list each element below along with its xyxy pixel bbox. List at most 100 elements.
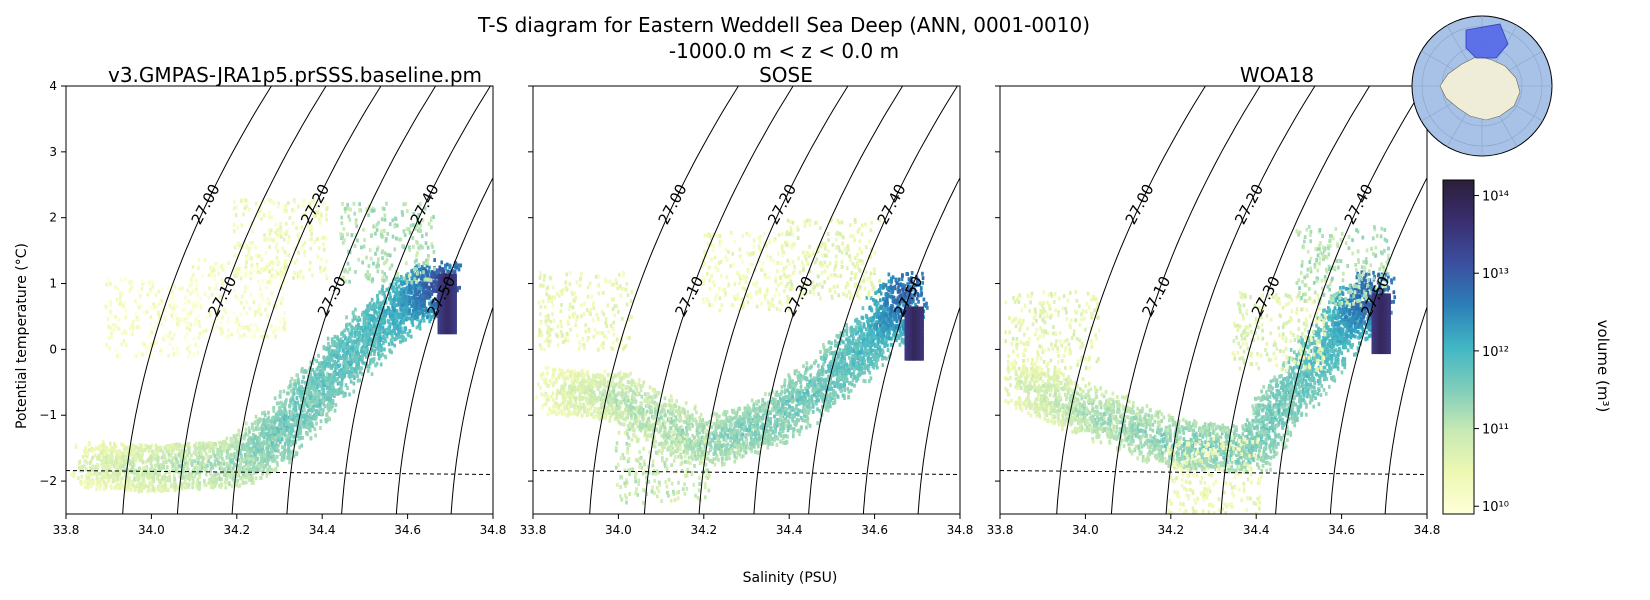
- heatmap-cell: [425, 271, 429, 276]
- heatmap-core-cell: [437, 303, 442, 308]
- heatmap-cell: [101, 448, 105, 453]
- heatmap-cell: [142, 472, 145, 477]
- heatmap-cell: [181, 318, 185, 323]
- heatmap-cell: [374, 346, 378, 351]
- heatmap-cell: [126, 486, 130, 491]
- heatmap-cell: [226, 334, 230, 339]
- heatmap-cell: [544, 402, 548, 407]
- heatmap-cell: [177, 463, 180, 468]
- heatmap-cell: [225, 464, 229, 469]
- heatmap-cell: [180, 483, 183, 488]
- heatmap-cell: [146, 292, 150, 297]
- heatmap-cell: [256, 466, 260, 471]
- heatmap-cell: [279, 409, 282, 414]
- heatmap-cell: [280, 437, 284, 442]
- heatmap-cell: [570, 404, 573, 408]
- heatmap-cell: [301, 243, 305, 248]
- heatmap-core-cell: [440, 323, 445, 328]
- heatmap-cell: [561, 411, 564, 416]
- heatmap-cell: [245, 461, 248, 466]
- heatmap-core-cell: [442, 323, 447, 328]
- heatmap-cell: [324, 273, 328, 278]
- heatmap-core-cell: [450, 273, 455, 279]
- y-tick-label: 0: [49, 342, 57, 356]
- heatmap-cell: [86, 485, 90, 490]
- heatmap-cell: [415, 239, 418, 244]
- heatmap-cell: [174, 469, 177, 473]
- heatmap-cell: [408, 287, 412, 292]
- heatmap-cell: [403, 337, 407, 342]
- heatmap-cell: [90, 472, 94, 477]
- heatmap-cell: [106, 471, 109, 476]
- heatmap-cell: [361, 335, 364, 340]
- heatmap-cell: [300, 225, 304, 230]
- heatmap-cell: [242, 305, 246, 310]
- heatmap-cell: [358, 338, 362, 342]
- heatmap-cell: [395, 319, 399, 324]
- heatmap-cell: [227, 453, 230, 458]
- heatmap-cell: [281, 445, 284, 450]
- heatmap-cell: [305, 416, 309, 421]
- heatmap-cell: [110, 335, 113, 340]
- heatmap-cell: [275, 241, 279, 246]
- heatmap-cell: [356, 238, 359, 243]
- heatmap-core-cell: [447, 283, 452, 289]
- heatmap-cell: [155, 321, 158, 326]
- heatmap-cell: [393, 331, 397, 335]
- heatmap-core-cell: [450, 316, 455, 322]
- heatmap-cell: [166, 487, 169, 492]
- heatmap-cell: [322, 201, 326, 206]
- heatmap-cell: [402, 309, 405, 314]
- heatmap-cell: [306, 223, 310, 228]
- heatmap-cell: [348, 369, 352, 374]
- heatmap-cell: [164, 484, 168, 488]
- heatmap-cell: [223, 467, 227, 472]
- heatmap-cell: [329, 401, 333, 406]
- heatmap-cell: [371, 359, 375, 364]
- heatmap-cell: [228, 454, 232, 458]
- heatmap-cell: [198, 475, 201, 479]
- heatmap-cell: [145, 310, 149, 315]
- x-tick-label: 34.0: [138, 523, 165, 537]
- heatmap-cell: [157, 289, 161, 294]
- heatmap-cell: [245, 459, 248, 464]
- heatmap-cell: [147, 476, 151, 480]
- heatmap-cell: [128, 484, 131, 489]
- heatmap-cell: [171, 468, 174, 473]
- heatmap-cell: [70, 472, 74, 477]
- heatmap-core-cell: [452, 313, 457, 318]
- heatmap-cell: [426, 256, 430, 261]
- heatmap-cell: [260, 449, 264, 454]
- heatmap-cell: [430, 292, 434, 296]
- heatmap-cell: [275, 433, 279, 438]
- heatmap-cell: [374, 363, 377, 368]
- heatmap-cell: [170, 459, 174, 464]
- heatmap-cell: [393, 343, 397, 348]
- heatmap-cell: [245, 311, 249, 316]
- heatmap-cell: [236, 478, 239, 483]
- heatmap-cell: [157, 312, 161, 317]
- heatmap-cell: [115, 348, 119, 353]
- heatmap-cell: [289, 456, 292, 461]
- heatmap-cell: [174, 466, 178, 471]
- heatmap-cell: [275, 255, 279, 260]
- heatmap-cell: [273, 438, 277, 443]
- heatmap-cell: [318, 219, 322, 224]
- heatmap-cell: [119, 480, 123, 485]
- heatmap-cell: [234, 294, 238, 299]
- heatmap-cell: [259, 460, 263, 465]
- heatmap-cell: [383, 251, 387, 256]
- heatmap-cell: [249, 323, 252, 328]
- heatmap-cell: [382, 299, 386, 304]
- heatmap-core-cell: [440, 283, 445, 289]
- heatmap-cell: [186, 316, 189, 320]
- heatmap-core-cell: [450, 313, 455, 318]
- heatmap-cell: [398, 324, 402, 328]
- heatmap-cell: [412, 313, 415, 318]
- heatmap-cell: [191, 309, 194, 314]
- heatmap-cell: [351, 374, 354, 378]
- heatmap-cell: [316, 211, 319, 215]
- heatmap-cell: [292, 382, 296, 387]
- heatmap-cell: [426, 277, 429, 282]
